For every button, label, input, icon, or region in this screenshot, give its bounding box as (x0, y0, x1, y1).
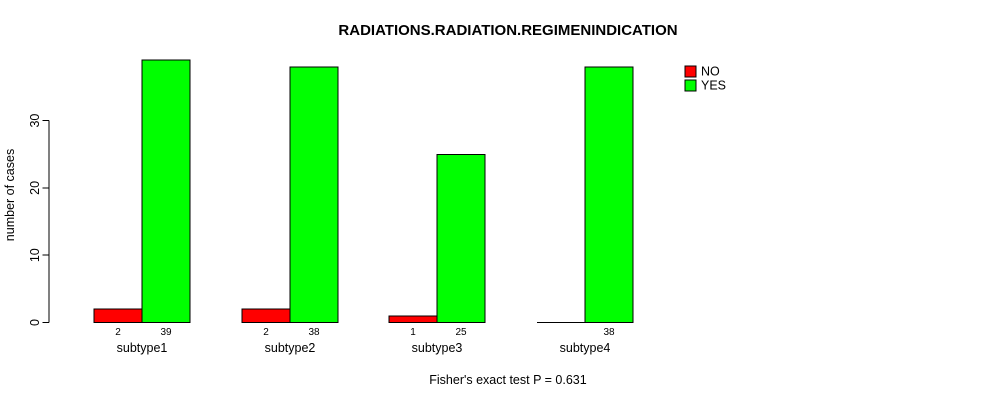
bar-value-label: 2 (115, 327, 121, 338)
chart-title: RADIATIONS.RADIATION.REGIMENINDICATION (338, 22, 677, 39)
bar-yes-subtype2 (289, 66, 339, 324)
legend-label-yes: YES (701, 79, 726, 93)
bar-and-category-labels: 2 39 subtype1 2 38 subtype2 1 25 subtype3 38 subty… (115, 327, 615, 355)
category-label-subtype2: subtype2 (265, 341, 316, 355)
y-axis-tick-label: 20 (28, 181, 42, 195)
bar-value-label: 39 (160, 327, 172, 338)
legend-label-no: NO (701, 65, 720, 79)
legend-swatch-no (684, 65, 697, 78)
y-axis-tick-label: 10 (28, 248, 42, 262)
bar-yes-subtype4 (584, 66, 634, 324)
bar-no-subtype3 (388, 315, 438, 323)
bar-yes-subtype3 (436, 153, 486, 323)
bar-value-label: 38 (603, 327, 615, 338)
category-label-subtype4: subtype4 (560, 341, 611, 355)
bar-no-subtype2 (241, 308, 291, 324)
bar-value-label: 2 (263, 327, 269, 338)
legend-swatch-yes (684, 79, 697, 92)
fisher-test-caption: Fisher's exact test P = 0.631 (429, 373, 586, 387)
bar-no-subtype1 (93, 308, 143, 324)
y-axis: 0 10 20 30 (28, 114, 50, 326)
bar-value-label: 25 (455, 327, 467, 338)
bar-yes-subtype1 (141, 59, 191, 323)
bar-value-label: 38 (308, 327, 320, 338)
y-axis-title: number of cases (3, 149, 17, 241)
bar-value-label: 1 (410, 327, 416, 338)
category-label-subtype3: subtype3 (412, 341, 463, 355)
y-axis-tick-label: 30 (28, 114, 42, 128)
bar-series (93, 59, 634, 324)
category-label-subtype1: subtype1 (117, 341, 168, 355)
y-axis-tick-label: 0 (28, 319, 42, 326)
